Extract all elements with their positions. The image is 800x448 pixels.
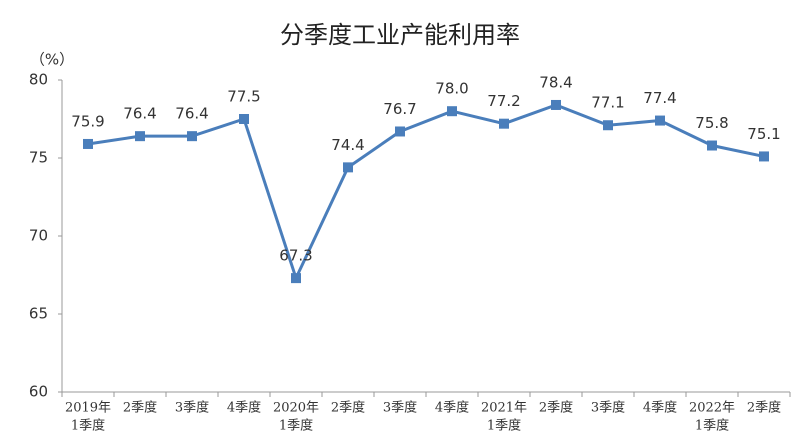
data-label: 75.1: [747, 125, 780, 143]
x-tick-label: 4季度: [435, 400, 469, 416]
x-tick-label: 1季度: [71, 418, 105, 434]
data-label: 78.0: [435, 80, 468, 98]
data-label: 77.1: [591, 94, 624, 112]
x-tick-label: 3季度: [591, 400, 625, 416]
data-label: 77.2: [487, 92, 520, 110]
x-tick-label: 1季度: [487, 418, 521, 434]
x-tick-label: 2季度: [539, 400, 573, 416]
data-label: 77.5: [227, 88, 260, 106]
marker: [759, 151, 769, 162]
x-tick-label: 2021年: [481, 401, 527, 416]
marker: [239, 114, 249, 124]
x-tick-label: 4季度: [227, 400, 261, 416]
x-tick-label: 2季度: [331, 400, 365, 416]
marker: [135, 131, 145, 142]
marker: [551, 99, 561, 110]
marker: [447, 106, 457, 117]
x-tick-label: 2季度: [123, 400, 157, 416]
marker: [187, 131, 197, 142]
x-tick-label: 2020年: [273, 401, 319, 416]
marker: [707, 140, 717, 151]
marker: [343, 162, 353, 173]
y-tick-label: 65: [29, 305, 48, 323]
x-tick-label: 2019年: [65, 401, 111, 416]
x-tick-label: 2022年: [689, 401, 735, 416]
data-label: 76.4: [175, 105, 208, 123]
data-label: 75.9: [71, 112, 104, 130]
marker: [655, 115, 665, 126]
data-label: 76.4: [123, 105, 156, 123]
chart-title: 分季度工业产能利用率: [280, 21, 520, 49]
x-tick-label: 3季度: [383, 400, 417, 416]
x-tick-label: 1季度: [279, 418, 313, 434]
x-tick-label: 4季度: [643, 400, 677, 416]
y-tick-label: 70: [29, 227, 48, 245]
x-tick-label: 2季度: [747, 400, 781, 416]
x-tick-label: 3季度: [175, 400, 209, 416]
marker: [395, 126, 405, 137]
marker: [291, 273, 301, 284]
data-label: 67.3: [279, 247, 312, 265]
x-tick-label: 1季度: [695, 418, 729, 434]
marker: [83, 138, 93, 149]
y-axis-label: （%）: [30, 51, 74, 69]
data-label: 75.8: [695, 114, 728, 132]
line: [87, 103, 765, 283]
marker: [603, 120, 613, 131]
marker: [499, 118, 509, 129]
data-label: 76.7: [383, 100, 416, 118]
data-label: 74.4: [331, 136, 364, 154]
y-tick-label: 80: [29, 71, 48, 89]
y-tick-label: 75: [29, 149, 48, 167]
data-label: 78.4: [539, 73, 572, 91]
y-tick-label: 60: [29, 383, 48, 401]
data-label: 77.4: [643, 89, 676, 107]
